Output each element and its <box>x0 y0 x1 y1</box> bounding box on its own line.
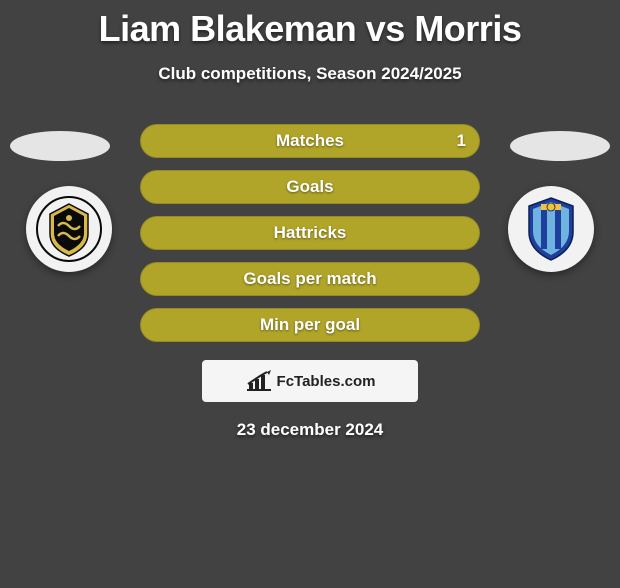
stat-label: Goals <box>286 177 333 197</box>
stat-row-goals-per-match: Goals per match <box>140 262 480 296</box>
stat-label: Min per goal <box>260 315 360 335</box>
club-badge-left <box>26 186 112 272</box>
stat-label: Hattricks <box>274 223 347 243</box>
gainsborough-trinity-crest-icon <box>523 196 579 262</box>
stat-row-goals: Goals <box>140 170 480 204</box>
footer-date: 23 december 2024 <box>0 420 620 440</box>
page-subtitle: Club competitions, Season 2024/2025 <box>0 64 620 84</box>
page-title: Liam Blakeman vs Morris <box>0 8 620 50</box>
southport-fc-crest-icon <box>36 196 102 262</box>
player-left-placeholder <box>10 131 110 161</box>
stat-right-value: 1 <box>457 131 466 151</box>
footer-brand-box[interactable]: FcTables.com <box>202 360 418 402</box>
stat-row-hattricks: Hattricks <box>140 216 480 250</box>
club-badge-right <box>508 186 594 272</box>
bar-chart-icon <box>245 370 273 392</box>
stats-container: Matches 1 Goals Hattricks Goals per matc… <box>140 124 480 342</box>
footer-brand-text: FcTables.com <box>277 373 376 390</box>
stat-row-matches: Matches 1 <box>140 124 480 158</box>
stat-label: Goals per match <box>243 269 376 289</box>
stat-row-min-per-goal: Min per goal <box>140 308 480 342</box>
stat-label: Matches <box>276 131 344 151</box>
player-right-placeholder <box>510 131 610 161</box>
